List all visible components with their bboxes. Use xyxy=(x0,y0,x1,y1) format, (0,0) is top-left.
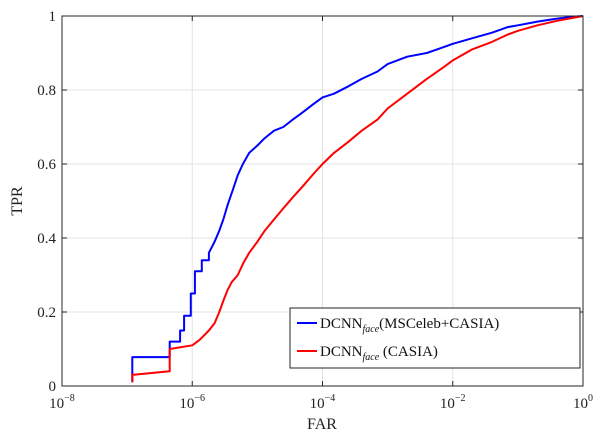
x-tick-label: 10−2 xyxy=(440,393,466,412)
curves xyxy=(131,15,584,383)
y-tick-label: 1 xyxy=(49,9,57,25)
y-tick-label: 0.6 xyxy=(37,157,56,173)
y-tick-labels: 0 0.2 0.4 0.6 0.8 1 xyxy=(37,9,56,395)
y-tick-label: 0.8 xyxy=(37,83,56,99)
x-tick-label: 10−4 xyxy=(310,393,336,412)
x-tick-label: 10−6 xyxy=(179,393,205,412)
tick-marks xyxy=(61,15,584,387)
legend-entry-msceleb-casia: DCNNface(MSCeleb+CASIA) xyxy=(320,316,499,335)
y-tick-label: 0 xyxy=(49,379,57,395)
legend: DCNNface(MSCeleb+CASIA) DCNNface (CASIA) xyxy=(289,307,581,369)
x-tick-label: 10−8 xyxy=(49,393,75,412)
x-tick-labels: 10−8 10−6 10−4 10−2 100 xyxy=(49,393,593,412)
x-tick-label: 100 xyxy=(573,393,593,412)
y-tick-label: 0.4 xyxy=(37,231,56,247)
y-axis-title: TPR xyxy=(9,186,26,216)
x-axis-title: FAR xyxy=(307,416,337,433)
legend-entry-casia: DCNNface (CASIA) xyxy=(320,344,438,363)
y-tick-label: 0.2 xyxy=(37,305,56,321)
series-line-1 xyxy=(131,15,584,383)
legend-box xyxy=(289,307,581,369)
series-line-0 xyxy=(131,15,584,383)
